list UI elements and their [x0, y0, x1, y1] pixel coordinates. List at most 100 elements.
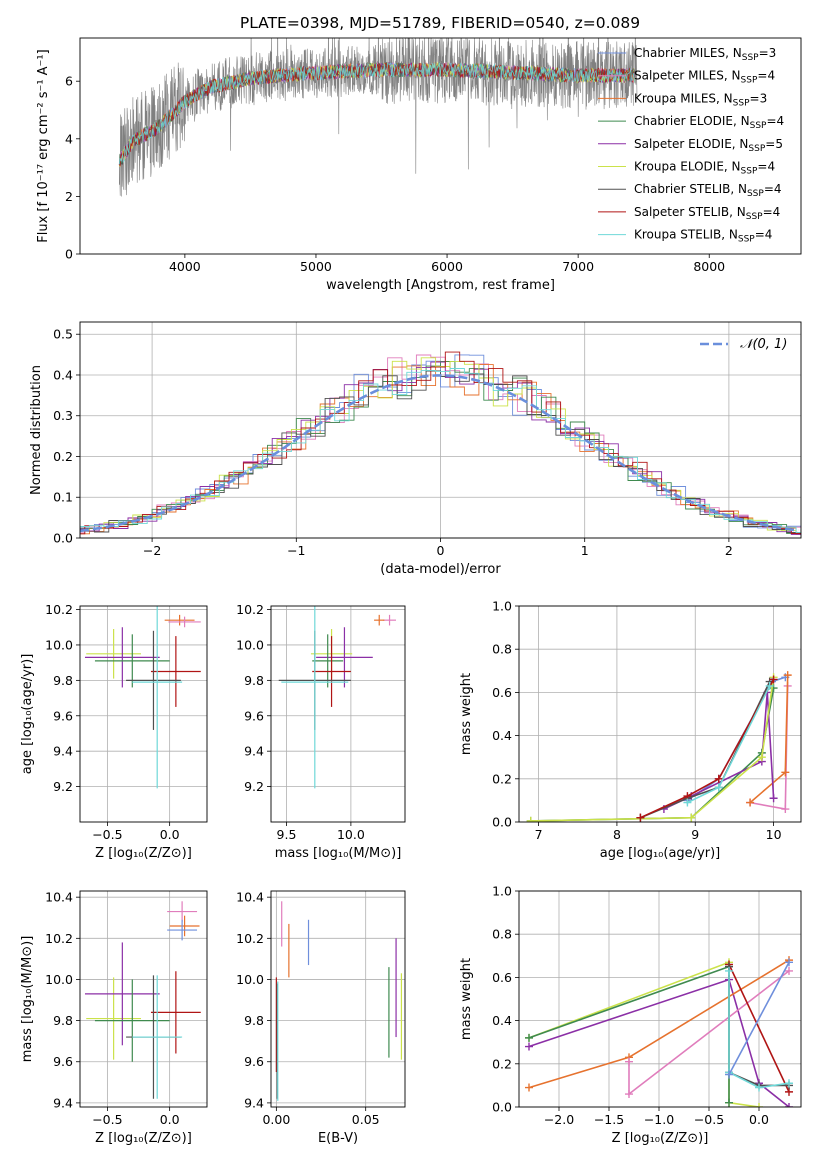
y-axis-label: mass weight: [459, 673, 474, 755]
y-tick-label: 10.4: [236, 890, 264, 905]
x-axis-label: mass [log₁₀(M/M⊙)]: [275, 846, 402, 861]
y-axis-label: mass weight: [459, 958, 474, 1040]
legend-entry: Chabrier MILES, NSSP=3: [634, 46, 776, 63]
point-chabrier-stelib: [126, 630, 181, 730]
x-axis-label: wavelength [Angstrom, rest frame]: [326, 278, 555, 293]
series-marker: [769, 675, 778, 684]
y-tick-label: 0.3: [53, 408, 73, 423]
x-tick-label: −2.0: [544, 1112, 574, 1127]
x-tick-label: 2: [725, 543, 733, 558]
point-salpeter-miles: [168, 616, 201, 628]
axes-frame: [79, 605, 208, 823]
legend-entry: Kroupa MILES, NSSP=3: [634, 91, 767, 108]
series-marker: [785, 1079, 793, 1088]
series-marker: [725, 1098, 733, 1107]
series-line-salpeter-stelib: [640, 679, 775, 819]
series-marker: [769, 794, 778, 803]
x-tick-label: 7: [535, 827, 543, 842]
point-chabrier-elodie: [312, 634, 344, 688]
axes-mass_vs_ebv: 0.00 0.05 9.4 9.6 9.8 10.0 10.2 10.4 E(B-V): [236, 890, 406, 1146]
point-salpeter-elodie: [84, 942, 160, 1046]
x-tick-label: 0.05: [352, 1112, 380, 1127]
series-marker: [781, 805, 790, 814]
x-tick-label: 10.0: [337, 827, 365, 842]
x-tick-label: 6000: [431, 259, 463, 274]
x-tick-label: 4000: [169, 259, 201, 274]
y-tick-label: 9.6: [53, 708, 73, 723]
x-tick-label: 1: [581, 543, 589, 558]
point-kroupa-stelib: [132, 975, 183, 1099]
y-tick-label: 10.2: [45, 931, 73, 946]
y-tick-label: 0.0: [53, 531, 73, 546]
y-tick-label: 9.4: [53, 1095, 73, 1110]
x-tick-label: 5000: [300, 259, 332, 274]
y-tick-label: 9.2: [244, 779, 264, 794]
series-line-chabrier-stelib: [640, 681, 771, 819]
y-tick-label: 9.8: [244, 1013, 264, 1028]
y-tick-label: 9.6: [244, 1054, 264, 1069]
y-tick-label: 0.6: [492, 970, 512, 985]
figure-title: PLATE=0398, MJD=51789, FIBERID=0540, z=0…: [240, 14, 640, 32]
point-kroupa-miles: [169, 915, 200, 937]
series-line-chabrier-miles: [728, 961, 790, 1075]
point-chabrier-miles: [167, 919, 198, 941]
series-marker: [525, 1042, 533, 1051]
x-tick-label: 8000: [693, 259, 725, 274]
point-salpeter-stelib: [150, 971, 201, 1054]
axes-frame: [518, 605, 802, 823]
series-marker: [683, 798, 692, 807]
y-tick-label: 0.2: [492, 771, 512, 786]
point-salpeter-elodie: [84, 627, 160, 688]
spectrum-legend: Chabrier MILES, NSSP=3 Salpeter MILES, NS…: [598, 46, 784, 245]
y-tick-label: 0.4: [492, 1013, 512, 1028]
point-kroupa-miles: [164, 614, 195, 626]
point-kroupa-stelib: [281, 606, 349, 789]
x-tick-label: 9.5: [277, 827, 297, 842]
axes-frame: [79, 890, 208, 1108]
x-tick-label: 0.0: [160, 827, 180, 842]
axes-frame: [270, 605, 406, 823]
series-marker: [725, 966, 733, 975]
x-axis-label: Z [log₁₀(Z/Z⊙)]: [612, 1131, 709, 1146]
y-tick-label: 6: [65, 74, 73, 89]
y-tick-label: 0.0: [492, 1100, 512, 1115]
series-marker: [785, 1103, 793, 1107]
x-tick-label: −1.5: [594, 1112, 624, 1127]
series-line-salpeter-stelib: [728, 964, 790, 1093]
x-tick-label: 9: [691, 827, 699, 842]
series-marker: [725, 1070, 733, 1079]
y-tick-label: 10.4: [45, 890, 73, 905]
y-tick-label: 0.4: [492, 728, 512, 743]
series-marker: [785, 966, 793, 975]
series-marker: [636, 813, 645, 822]
plot-area-weight_vs_z: [525, 956, 793, 1107]
plot-area-age_vs_mass: [278, 606, 396, 789]
point-kroupa-miles: [374, 614, 385, 626]
point-salpeter-stelib: [150, 636, 201, 707]
y-tick-label: 9.6: [244, 708, 264, 723]
y-tick-label: 9.8: [53, 1013, 73, 1028]
x-axis-label: (data-model)/error: [380, 562, 501, 577]
legend-entry: Salpeter MILES, NSSP=4: [634, 69, 775, 86]
x-tick-label: −0.5: [92, 827, 122, 842]
y-tick-label: 0.1: [53, 490, 73, 505]
legend-entry: Kroupa STELIB, NSSP=4: [634, 228, 772, 245]
y-tick-label: 10.0: [236, 637, 264, 652]
series-marker: [755, 1103, 763, 1107]
plot-area-spectrum: [118, 38, 638, 197]
axes-weight_vs_age: 7 8 9 10 0.0 0.2 0.4 0.6 0.8 1.0 age [log₁₀(age/yr…: [459, 599, 802, 861]
plot-area-mass_vs_z: [84, 901, 201, 1099]
point-salpeter-stelib: [312, 636, 351, 707]
series-marker: [783, 671, 792, 680]
y-tick-label: 10.0: [236, 972, 264, 987]
plot-area-age_vs_z: [84, 606, 201, 789]
normal-curve: [80, 374, 799, 533]
legend-entry: 𝒩(0, 1): [740, 337, 787, 352]
series-line-kroupa-elodie: [530, 677, 775, 822]
y-axis-label: Flux [f 10⁻¹⁷ erg cm⁻² s⁻¹ A⁻¹]: [36, 49, 51, 242]
y-tick-label: 0.0: [492, 815, 512, 830]
series-marker: [526, 816, 535, 822]
y-tick-label: 0.8: [492, 642, 512, 657]
x-tick-label: 7000: [562, 259, 594, 274]
